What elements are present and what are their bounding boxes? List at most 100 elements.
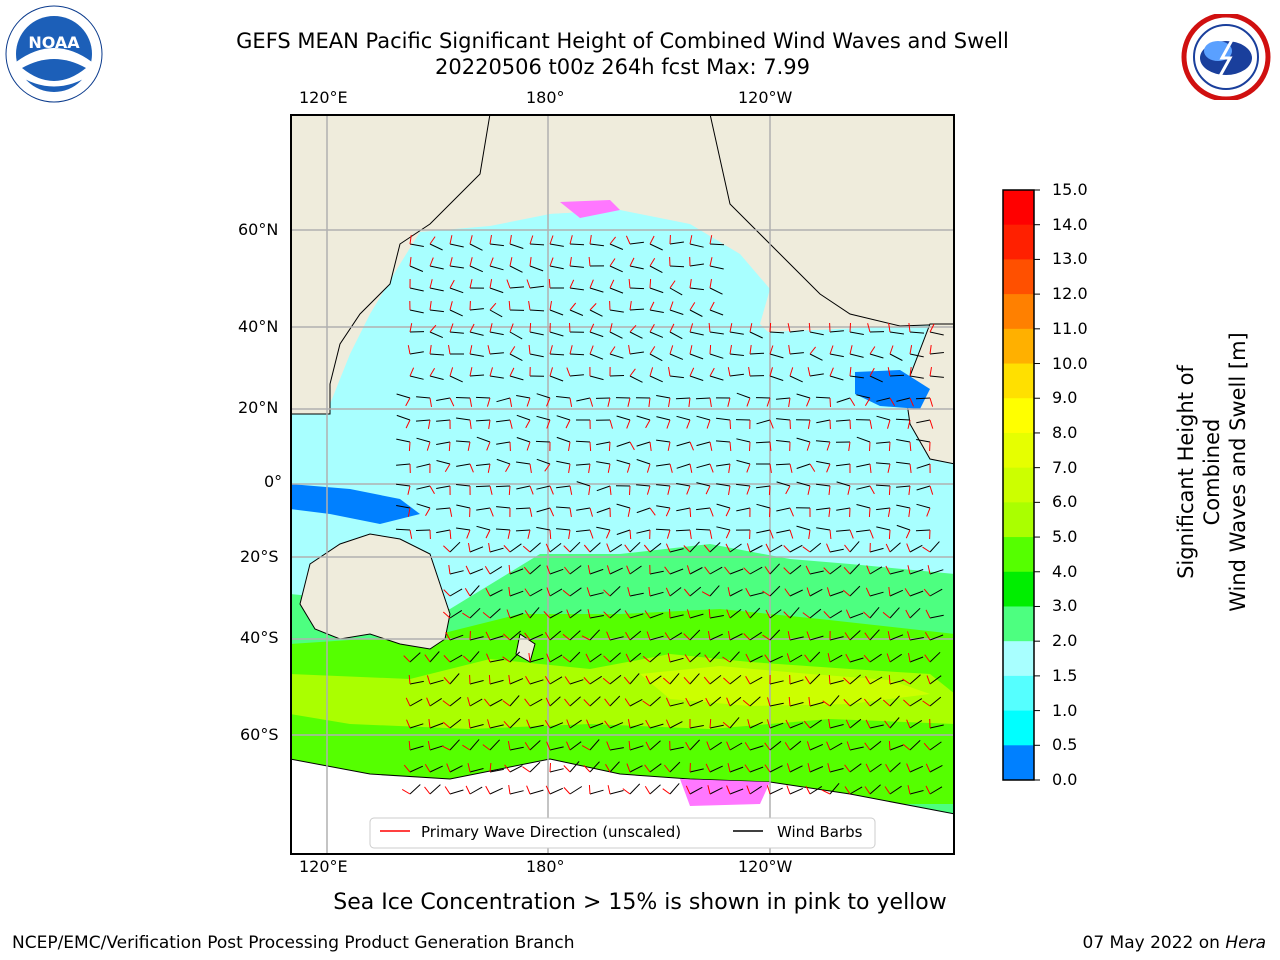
wind-barb [509, 353, 523, 362]
wind-barb [569, 696, 581, 707]
sea-ice-antarctic [680, 779, 770, 806]
wind-barb [449, 739, 460, 751]
wind-barb [629, 541, 641, 553]
wave-direction-arrow [929, 485, 934, 495]
wave-direction-arrow [524, 742, 531, 751]
wind-barb [909, 353, 924, 358]
wave-direction-arrow [509, 419, 513, 429]
wind-barb [609, 722, 624, 729]
wave-direction-arrow [549, 367, 553, 377]
wave-direction-arrow [503, 720, 511, 729]
wind-barb [549, 331, 564, 337]
noaa-logo: NOAA [4, 4, 104, 104]
wind-barb [609, 761, 620, 773]
colorbar-tick-label: 2.0 [1052, 631, 1078, 651]
lon-label-top-180: 180° [526, 88, 565, 107]
wave-direction-arrow [787, 631, 791, 641]
wave-direction-arrow [707, 631, 711, 641]
wave-direction-arrow [529, 463, 532, 473]
wind-barb [469, 546, 484, 553]
wind-barb [769, 765, 783, 773]
wind-barb [549, 265, 564, 270]
wind-barb [916, 463, 931, 469]
wind-barb [469, 607, 481, 619]
wave-direction-arrow [626, 763, 631, 773]
wind-barb [889, 607, 900, 619]
wind-barb [689, 309, 703, 317]
wave-direction-arrow [788, 696, 791, 707]
wind-barb [575, 440, 591, 443]
wind-barb [449, 588, 463, 597]
wind-barb [516, 461, 531, 465]
wind-barb [549, 654, 563, 663]
wave-direction-arrow [509, 367, 515, 377]
lon-label-bottom-180: 180° [526, 857, 565, 876]
wind-barb [916, 503, 931, 509]
chart-subtitle: 20220506 t00z 264h fcst Max: 7.99 [435, 55, 810, 79]
wind-barb [549, 568, 564, 575]
wind-barb [909, 637, 924, 641]
wave-direction-arrow [649, 441, 652, 451]
wind-barb [569, 309, 584, 316]
wind-barb [436, 507, 451, 510]
wave-direction-arrow [864, 786, 871, 795]
wave-direction-arrow [706, 419, 711, 429]
wind-barb [569, 761, 580, 773]
wave-direction-arrow [868, 507, 871, 518]
wave-direction-arrow [909, 441, 912, 452]
wind-barb [709, 675, 722, 685]
wave-direction-arrow [489, 235, 492, 245]
wave-direction-arrow [764, 764, 771, 773]
wave-direction-arrow [506, 609, 511, 619]
wind-barb [629, 287, 645, 290]
lon-label-top-120w: 120°W [738, 88, 793, 107]
wind-barb [569, 243, 585, 246]
wind-barb [909, 544, 923, 553]
wave-direction-arrow [426, 675, 431, 685]
wave-direction-arrow [526, 441, 531, 451]
wave-direction-arrow [664, 764, 671, 773]
north-america [709, 114, 955, 327]
wave-direction-arrow [665, 719, 671, 729]
wind-barb [789, 702, 804, 707]
wave-direction-arrow [406, 719, 411, 729]
wind-barb [769, 375, 784, 381]
wave-direction-arrow [909, 397, 914, 407]
wave-direction-arrow [728, 485, 731, 495]
wind-barb [469, 651, 480, 663]
wave-direction-arrow [628, 740, 631, 751]
wave-direction-arrow [509, 257, 513, 267]
wave-direction-arrow [568, 529, 571, 539]
wind-barb [449, 541, 461, 553]
colorbar-tick-label: 1.0 [1052, 700, 1078, 720]
wave-direction-arrow [929, 397, 934, 407]
wave-direction-arrow [747, 719, 751, 729]
wind-barb [429, 243, 443, 251]
wave-direction-arrow [685, 785, 691, 795]
wind-barb [869, 697, 882, 707]
wave-direction-arrow [923, 742, 931, 751]
wave-direction-arrow [605, 529, 611, 539]
colorbar-tick-label: 4.0 [1052, 561, 1078, 581]
wind-barb [656, 395, 671, 399]
wind-barb [769, 722, 784, 729]
wave-direction-arrow [628, 278, 631, 289]
wave-direction-arrow [706, 741, 711, 751]
wind-barb [529, 761, 541, 773]
wave-direction-arrow [625, 631, 631, 641]
wave-direction-arrow [749, 345, 752, 355]
colorbar-segment [1003, 641, 1034, 677]
wind-barb [869, 547, 884, 553]
wind-barb [569, 374, 584, 377]
wind-barb [529, 607, 540, 619]
wave-direction-arrow [449, 367, 454, 377]
colorbar-segment [1003, 259, 1034, 295]
wave-direction-arrow [644, 764, 651, 773]
bering-sea [480, 210, 670, 254]
wind-barb [856, 463, 871, 468]
wind-barb [556, 415, 571, 421]
wave-direction-arrow [549, 507, 555, 517]
wave-direction-arrow [409, 367, 415, 377]
wind-barb [836, 529, 851, 532]
wind-barb [549, 588, 563, 597]
